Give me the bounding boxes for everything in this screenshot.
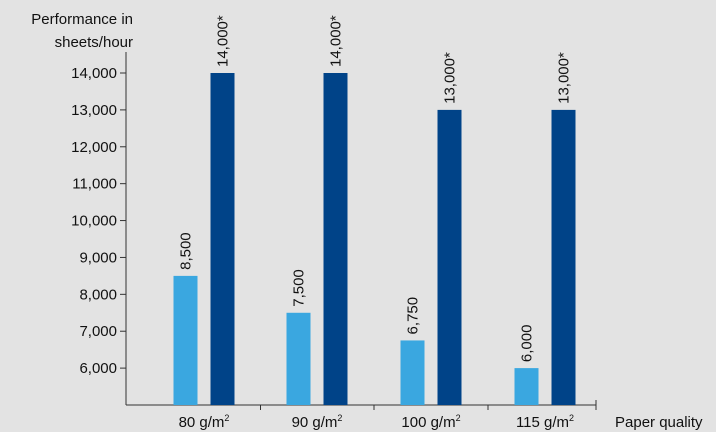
category-label-text: 90 g/m (292, 414, 338, 431)
y-axis-title-line: sheets/hour (55, 34, 133, 51)
bar-value-label: 6,750 (405, 297, 422, 335)
y-tick-label: 9,000 (79, 249, 117, 266)
bar-light (173, 275, 198, 405)
category-label: 115 g/m2 (516, 413, 574, 431)
bar-dark (551, 109, 576, 405)
bar-value-label: 13,000* (442, 52, 459, 104)
y-tick-label: 7,000 (79, 323, 117, 340)
y-tick-label: 14,000 (71, 65, 117, 82)
category-label-superscript: 2 (224, 413, 229, 423)
y-tick-label: 11,000 (72, 176, 117, 193)
category-label-superscript: 2 (456, 413, 461, 423)
bar-light (286, 312, 311, 405)
bar-value-label: 14,000* (215, 15, 232, 67)
y-tick-label: 13,000 (71, 102, 117, 119)
bar-dark (210, 73, 235, 405)
category-label-superscript: 2 (569, 413, 574, 423)
bar-value-label: 7,500 (291, 269, 308, 307)
bar-value-label: 14,000* (328, 15, 345, 67)
y-tick-label: 8,000 (79, 286, 117, 303)
bar-dark (437, 109, 462, 405)
bar-value-label: 6,000 (519, 325, 536, 363)
bar-value-label: 8,500 (178, 232, 195, 270)
category-label-superscript: 2 (337, 413, 342, 423)
bar-light (400, 340, 425, 405)
bar-light (514, 368, 539, 405)
x-axis-title: Paper quality (615, 414, 703, 431)
category-label-text: 80 g/m (179, 414, 225, 431)
category-label: 80 g/m2 (179, 413, 230, 431)
bar-value-label: 13,000* (556, 52, 573, 104)
category-label: 100 g/m2 (401, 413, 460, 431)
y-axis-title-line: Performance in (31, 11, 133, 28)
category-label-text: 100 g/m (401, 414, 455, 431)
category-label: 90 g/m2 (292, 413, 343, 431)
y-tick-label: 10,000 (71, 213, 117, 230)
y-tick-label: 6,000 (79, 360, 117, 377)
category-label-text: 115 g/m (516, 414, 569, 431)
y-tick-label: 12,000 (71, 139, 117, 156)
bar-dark (323, 73, 348, 405)
